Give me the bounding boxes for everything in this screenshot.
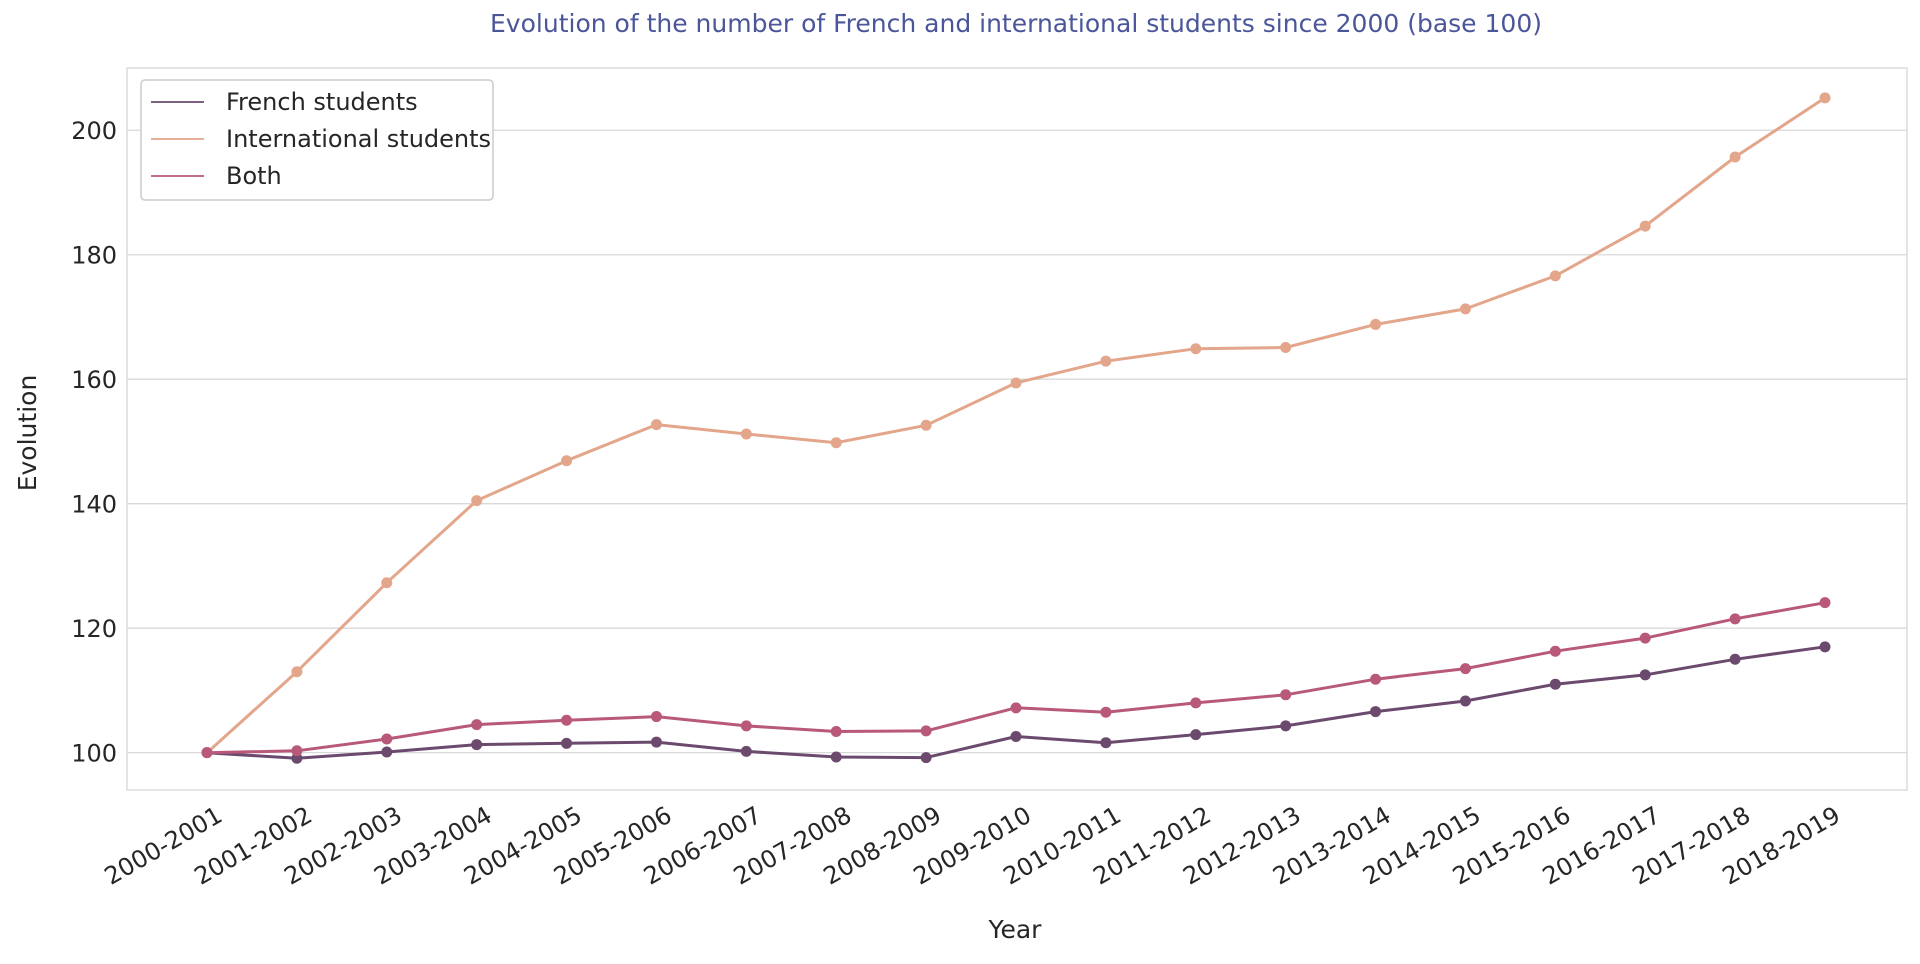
data-point bbox=[1100, 706, 1112, 718]
data-point bbox=[1549, 645, 1561, 657]
y-axis-label: Evolution bbox=[13, 375, 42, 492]
grid-lines bbox=[127, 129, 1907, 754]
data-point bbox=[830, 437, 842, 449]
data-point bbox=[650, 736, 662, 748]
legend-items: French students International students Bot… bbox=[151, 88, 491, 190]
y-tick-label: 120 bbox=[71, 615, 117, 643]
data-point bbox=[1459, 663, 1471, 675]
data-point bbox=[381, 577, 393, 589]
data-point bbox=[1729, 151, 1741, 163]
data-point bbox=[740, 720, 752, 732]
legend-label: French students bbox=[226, 88, 418, 116]
legend-item: International students bbox=[151, 125, 491, 153]
data-point bbox=[1459, 695, 1471, 707]
data-point bbox=[561, 714, 573, 726]
data-point bbox=[1549, 678, 1561, 690]
data-point bbox=[1549, 270, 1561, 282]
data-point bbox=[920, 419, 932, 431]
y-tick-label: 200 bbox=[71, 117, 117, 145]
data-point bbox=[1280, 689, 1292, 701]
data-point bbox=[1010, 702, 1022, 714]
data-point bbox=[1639, 669, 1651, 681]
series-2 bbox=[201, 92, 1831, 759]
data-point bbox=[1280, 720, 1292, 732]
data-point bbox=[1729, 613, 1741, 625]
legend-box bbox=[140, 79, 494, 201]
data-point bbox=[561, 455, 573, 467]
data-point bbox=[1100, 737, 1112, 749]
x-tick-labels: 2000-20012001-20022002-20032003-20042004… bbox=[100, 801, 1845, 891]
legend-item: Both bbox=[151, 162, 282, 190]
data-point bbox=[650, 419, 662, 431]
data-point bbox=[471, 739, 483, 751]
data-point bbox=[1370, 673, 1382, 685]
data-point bbox=[1190, 343, 1202, 355]
data-point bbox=[740, 428, 752, 440]
data-point bbox=[561, 737, 573, 749]
data-point bbox=[830, 751, 842, 763]
y-tick-label: 180 bbox=[71, 242, 117, 270]
data-point bbox=[1729, 653, 1741, 665]
data-point bbox=[381, 733, 393, 745]
y-tick-label: 100 bbox=[71, 740, 117, 768]
data-point bbox=[1190, 729, 1202, 741]
data-point bbox=[381, 746, 393, 758]
data-point bbox=[1819, 597, 1831, 609]
data-point bbox=[1100, 355, 1112, 367]
legend-item: French students bbox=[151, 88, 418, 116]
data-point bbox=[1280, 341, 1292, 353]
data-point bbox=[1370, 706, 1382, 718]
data-point bbox=[201, 747, 213, 759]
legend-label: International students bbox=[226, 125, 491, 153]
data-point bbox=[830, 725, 842, 737]
x-axis-label: Year bbox=[988, 915, 1043, 944]
series-layer bbox=[201, 92, 1831, 764]
data-point bbox=[1010, 730, 1022, 742]
series-1 bbox=[201, 641, 1831, 764]
data-point bbox=[291, 666, 303, 678]
data-point bbox=[1010, 377, 1022, 389]
chart-legend: French students International students Bot… bbox=[140, 79, 494, 201]
data-point bbox=[920, 752, 932, 764]
data-point bbox=[1190, 697, 1202, 709]
series-line bbox=[205, 601, 1827, 755]
data-point bbox=[740, 745, 752, 757]
data-point bbox=[1819, 641, 1831, 653]
legend-label: Both bbox=[226, 162, 282, 190]
plot-frame bbox=[126, 67, 1908, 791]
data-point bbox=[650, 711, 662, 723]
data-point bbox=[920, 725, 932, 737]
y-tick-label: 140 bbox=[71, 491, 117, 519]
data-point bbox=[471, 719, 483, 731]
data-point bbox=[1819, 92, 1831, 104]
data-point bbox=[1639, 632, 1651, 644]
data-point bbox=[1370, 318, 1382, 330]
data-point bbox=[471, 495, 483, 507]
y-tick-label: 160 bbox=[71, 366, 117, 394]
data-point bbox=[1459, 303, 1471, 315]
data-point bbox=[1639, 220, 1651, 232]
chart-title: Evolution of the number of French and in… bbox=[490, 9, 1542, 38]
y-tick-labels: 100 120 140 160 180 200 bbox=[71, 117, 117, 767]
data-point bbox=[291, 745, 303, 757]
series-3 bbox=[201, 597, 1831, 759]
